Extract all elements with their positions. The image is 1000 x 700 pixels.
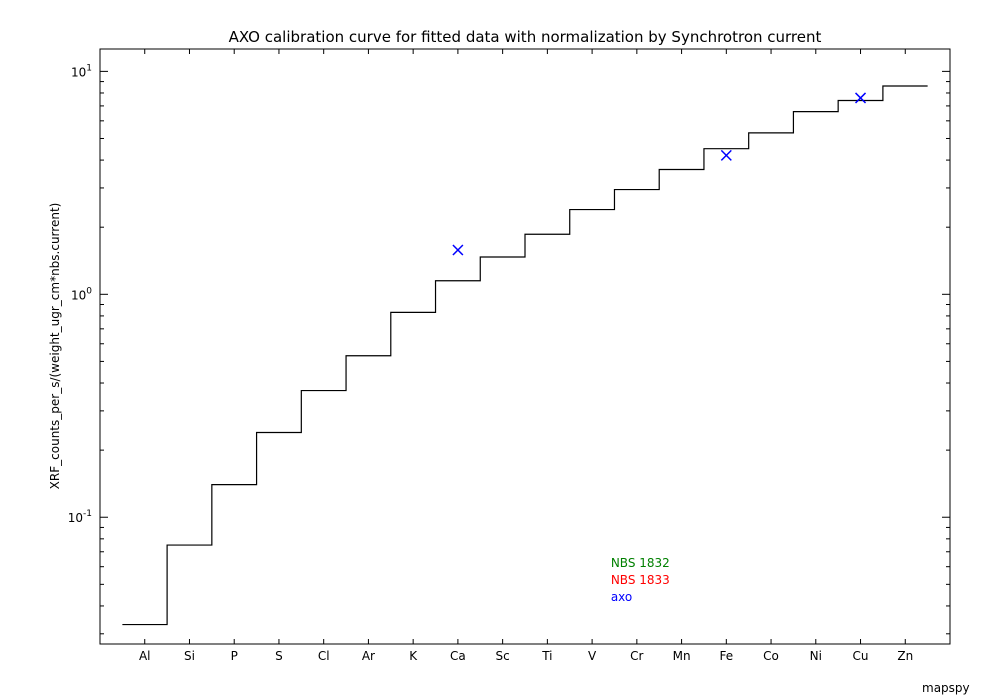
x-tick-label: Si [184,649,195,663]
footer-label: mapspy [922,681,970,695]
y-tick-label: 10-1 [68,509,92,525]
y-tick-exponent: 1 [86,63,92,73]
legend-entry: NBS 1832 [611,556,670,570]
plot-frame [99,48,951,645]
axo-marker [854,92,867,104]
x-tick-label: Cl [318,649,330,663]
x-tick-label: Sc [496,649,510,663]
y-tick-label: 100 [71,286,92,302]
y-tick-base: 10 [71,288,86,302]
x-tick-label: Cu [853,649,869,663]
x-tick-label: Ni [810,649,822,663]
x-tick-label: Mn [673,649,691,663]
y-tick-label: 101 [71,63,92,79]
calibration-step-line [122,85,928,626]
axo-marker [452,244,464,256]
x-tick-label: Al [139,649,151,663]
x-tick-labels: Al Si P S Cl Ar K Ca Sc Ti V Cr Mn Fe Co Ni Cu Zn [139,649,913,663]
y-tick-exponent: -1 [83,509,92,519]
x-tick-label: P [231,649,238,663]
series-layer [122,85,928,626]
x-tick-label: S [275,649,283,663]
legend: NBS 1832 NBS 1833 axo [611,556,670,604]
legend-entry: axo [611,590,632,604]
axo-marker [720,149,732,161]
y-tick-base: 10 [71,65,86,79]
axis-ticks [100,49,950,644]
x-tick-label: Ca [450,649,466,663]
x-tick-label: Co [763,649,779,663]
y-tick-exponent: 0 [86,286,92,296]
x-tick-label: Cr [630,649,643,663]
x-tick-label: Fe [719,649,733,663]
x-tick-label: Zn [897,649,913,663]
x-tick-label: Ar [362,649,375,663]
x-tick-label: V [588,649,597,663]
x-tick-label: Ti [541,649,552,663]
markers-layer [452,92,867,256]
chart-title: AXO calibration curve for fitted data wi… [229,28,822,46]
y-axis-label: XRF_counts_per_s/(weight_ugr_cm*nbs.curr… [48,203,62,490]
y-tick-base: 10 [68,511,83,525]
legend-entry: NBS 1833 [611,573,670,587]
x-tick-label: K [409,649,418,663]
